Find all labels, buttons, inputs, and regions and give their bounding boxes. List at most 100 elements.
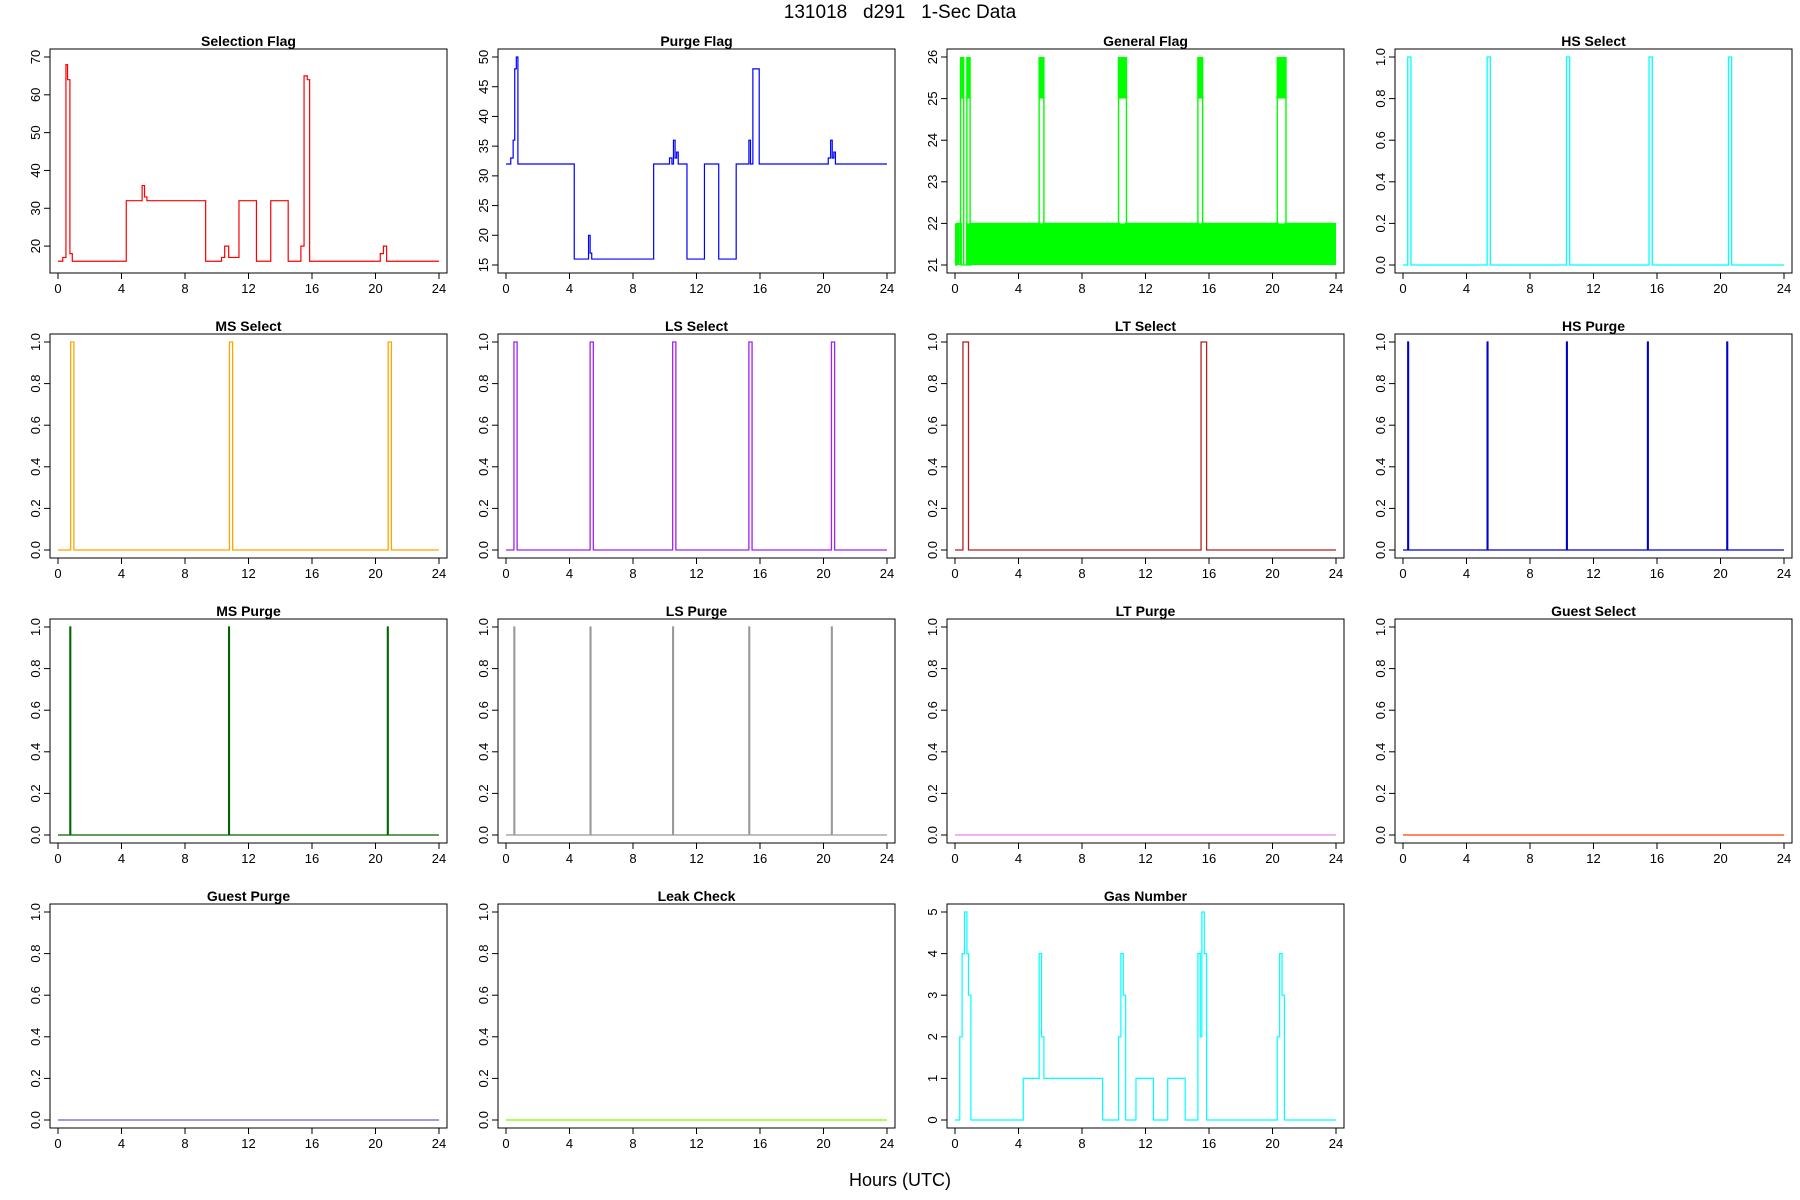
y-tick-label: 15 [476,258,491,272]
y-tick-label: 2 [925,1033,940,1040]
y-tick-label: 50 [28,125,43,139]
y-tick-label: 0.2 [1373,784,1388,802]
y-tick-label: 1.0 [476,618,491,636]
y-tick-label: 0.4 [476,743,491,761]
chart-title: LS Select [665,318,728,334]
y-tick-label: 30 [476,169,491,183]
x-tick-label: 20 [816,1136,830,1151]
y-tick-label: 3 [925,992,940,999]
y-tick-label: 0.4 [1373,173,1388,191]
y-tick-label: 0.4 [476,1028,491,1046]
y-tick-label: 0.6 [476,986,491,1004]
chart-title: Guest Purge [207,888,290,904]
x-tick-label: 4 [118,851,125,866]
y-tick-label: 20 [476,228,491,242]
x-tick-label: 12 [1586,851,1600,866]
x-tick-label: 8 [629,1136,636,1151]
chart-title: MS Purge [216,603,281,619]
series-spike-top [1039,57,1044,99]
chart-title: HS Select [1561,33,1626,49]
x-tick-label: 4 [1463,566,1470,581]
series-spike-edge [1117,57,1128,265]
x-tick-label: 16 [753,1136,767,1151]
x-tick-label: 4 [566,566,573,581]
y-tick-label: 0.2 [28,499,43,517]
y-tick-label: 0.0 [1373,541,1388,559]
y-tick-label: 50 [476,50,491,64]
x-tick-label: 16 [753,566,767,581]
x-tick-label: 4 [1015,851,1022,866]
series-line [955,222,1336,266]
y-tick-label: 1.0 [28,333,43,351]
y-tick-label: 0.0 [28,1111,43,1129]
y-tick-label: 0.8 [1373,375,1388,393]
chart-guest-purge: Guest Purge 0 4 8 12 16 20 24 0.0 0.2 0.4 0.6 0.8 1.0 [28,888,448,1151]
series-spike-edge [1038,57,1045,265]
y-tick-label: 0.6 [1373,701,1388,719]
plot-frame [946,333,1345,559]
x-tick-label: 24 [1329,851,1343,866]
y-tick-label: 0.8 [28,660,43,678]
y-tick-label: 0.8 [28,375,43,393]
series-line [1403,56,1784,266]
series-spike-top [1197,57,1203,99]
x-tick-label: 4 [118,281,125,296]
chart-title: Leak Check [658,888,736,904]
series-line [506,341,887,551]
y-tick-label: 0.4 [925,743,940,761]
x-tick-label: 16 [1650,281,1664,296]
y-tick-label: 1.0 [1373,333,1388,351]
x-tick-label: 12 [689,281,703,296]
x-tick-label: 24 [1777,851,1791,866]
x-tick-label: 8 [1526,566,1533,581]
plot-frame [946,618,1345,844]
y-tick-label: 35 [476,139,491,153]
x-tick-label: 24 [1777,566,1791,581]
chart-purge-flag: Purge Flag 0 4 8 12 16 20 24 15 20 25 30 35 40 45 50 [476,33,896,296]
x-tick-label: 8 [1078,1136,1085,1151]
x-tick-label: 4 [1015,281,1022,296]
plot-frame [49,48,448,274]
x-tick-label: 20 [368,281,382,296]
y-tick-label: 40 [28,163,43,177]
y-tick-label: 1.0 [28,618,43,636]
y-tick-label: 0.0 [1373,256,1388,274]
chart-ls-select: LS Select 0 4 8 12 16 20 24 0.0 0.2 0.4 0.6 0.8 1.0 [476,318,896,581]
x-tick-label: 24 [432,281,446,296]
y-tick-label: 0 [925,1116,940,1123]
x-tick-label: 12 [241,851,255,866]
series-line [1403,341,1784,551]
y-tick-label: 1.0 [28,903,43,921]
x-tick-label: 4 [1463,851,1470,866]
x-tick-label: 12 [689,566,703,581]
y-tick-label: 0.4 [28,743,43,761]
y-tick-label: 45 [476,79,491,93]
x-tick-label: 0 [54,566,61,581]
y-tick-label: 0.2 [28,1069,43,1087]
y-tick-label: 0.6 [28,986,43,1004]
series-line [955,911,1336,1121]
x-tick-label: 0 [1399,851,1406,866]
y-tick-label: 0.2 [925,784,940,802]
y-tick-label: 0.6 [1373,416,1388,434]
x-tick-label: 4 [566,851,573,866]
x-tick-label: 16 [305,566,319,581]
x-tick-label: 20 [368,566,382,581]
x-tick-label: 0 [502,281,509,296]
x-tick-label: 0 [502,1136,509,1151]
x-tick-label: 8 [1526,851,1533,866]
x-tick-label: 8 [181,566,188,581]
y-tick-label: 23 [925,175,940,189]
x-tick-label: 12 [689,1136,703,1151]
x-tick-label: 20 [1713,566,1727,581]
chart-selection-flag: Selection Flag 0 4 8 12 16 20 24 20 30 40 50 60 70 [28,33,448,296]
y-tick-label: 25 [925,91,940,105]
x-tick-label: 12 [1586,281,1600,296]
y-tick-label: 0.8 [1373,660,1388,678]
y-tick-label: 0.4 [1373,743,1388,761]
series-line [58,341,439,551]
x-tick-label: 16 [1202,1136,1216,1151]
page-title: 131018 d291 1-Sec Data [783,2,1017,23]
x-tick-label: 24 [1329,1136,1343,1151]
